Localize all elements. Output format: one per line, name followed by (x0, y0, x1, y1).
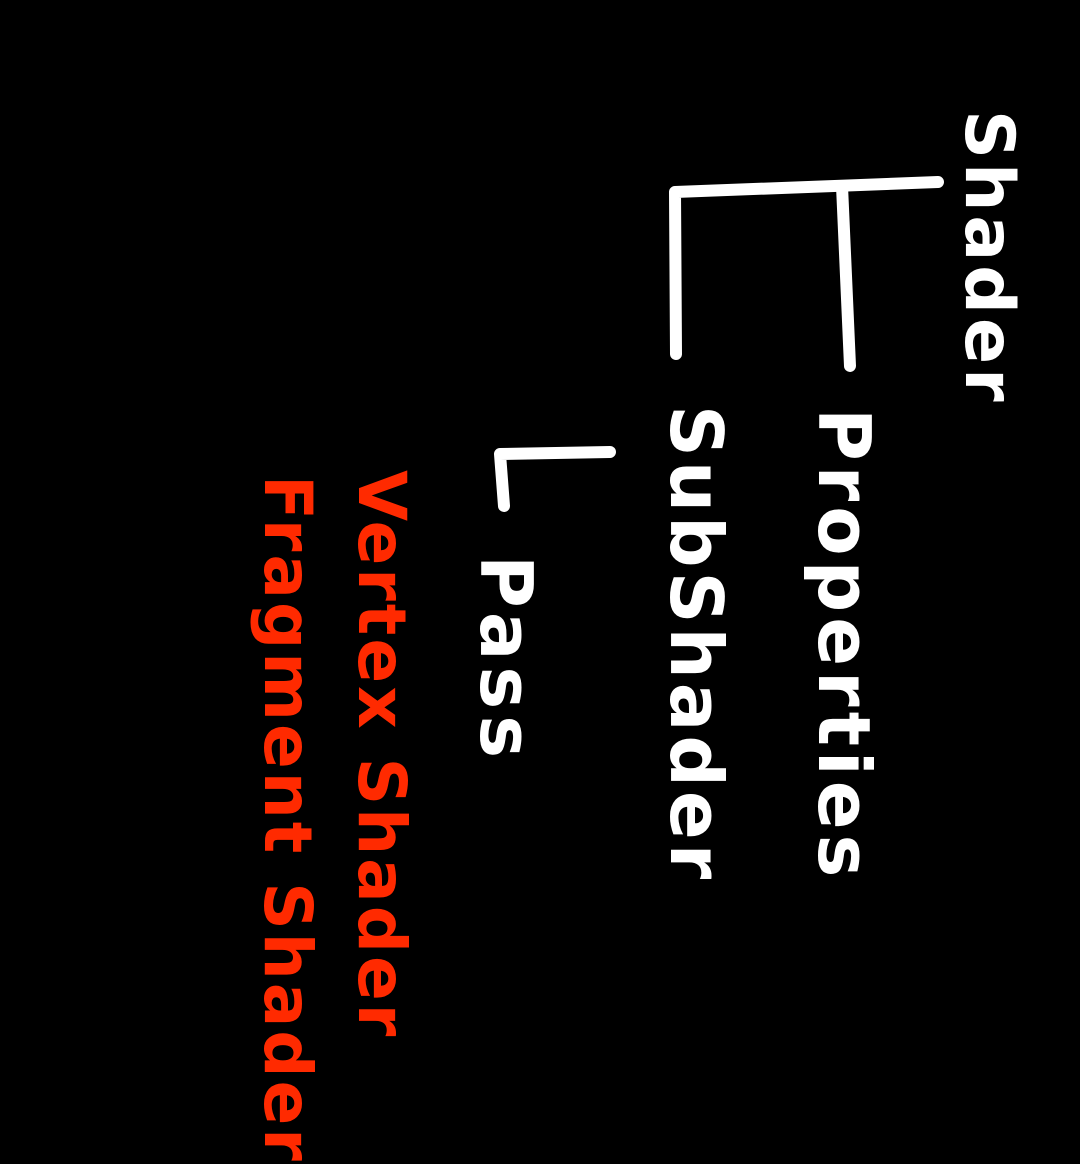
diagram-canvas: Shader Properties SubShader Pass Vertex … (249, 110, 1028, 1164)
tree-connectors (494, 176, 944, 512)
node-pass: Pass (464, 555, 548, 765)
node-shader: Shader (949, 110, 1028, 406)
node-vertex-shader: Vertex Shader (343, 470, 420, 1040)
node-subshader: SubShader (654, 405, 738, 884)
pass-branch-line (494, 446, 616, 512)
node-properties: Properties (802, 408, 886, 883)
node-fragment-shader: Fragment Shader (249, 475, 326, 1164)
properties-branch-line (836, 180, 856, 372)
root-branch-line (669, 176, 944, 360)
